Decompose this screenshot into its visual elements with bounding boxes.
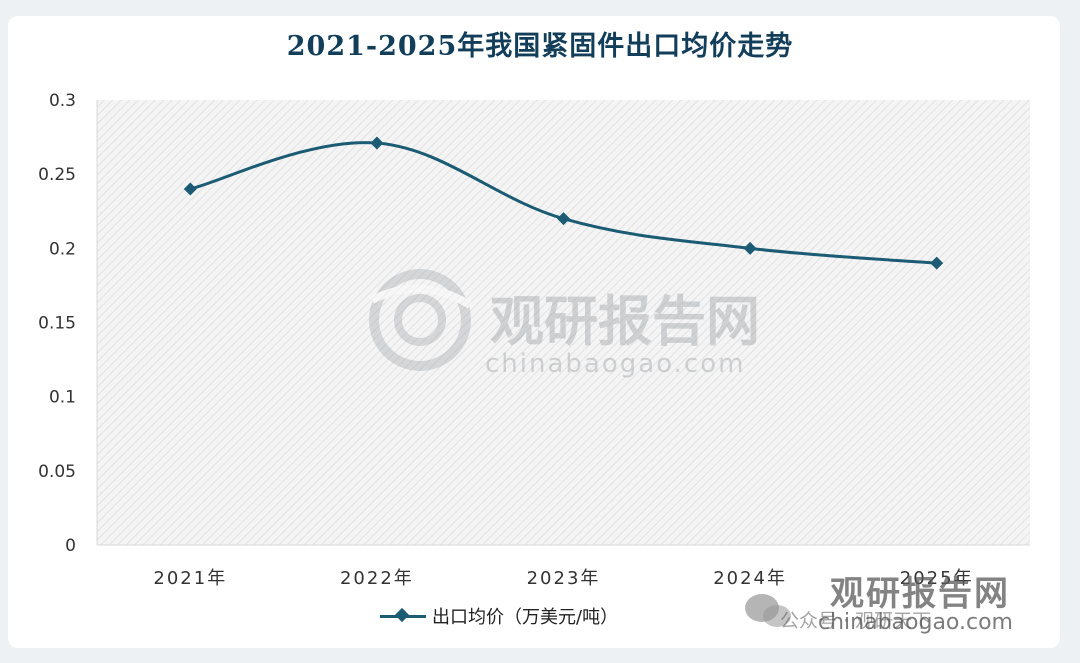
- chart-title: 2021-2025年我国紧固件出口均价走势: [286, 31, 794, 62]
- data-point-marker: [930, 256, 944, 270]
- legend-swatch-icon: [380, 606, 426, 626]
- data-point-marker: [743, 241, 757, 255]
- footer-watermark-domain: chinabaogao.com: [818, 610, 1013, 635]
- y-tick-label: 0.05: [38, 462, 76, 482]
- plot-area: [97, 100, 1030, 545]
- y-tick-labels: 0 0.05 0.1 0.15 0.2 0.25 0.3: [38, 91, 76, 556]
- data-point-marker: [557, 212, 570, 226]
- legend-label: 出口均价（万美元/吨）: [432, 607, 619, 628]
- data-point-marker: [183, 182, 197, 196]
- y-tick-label: 0.15: [38, 314, 76, 334]
- x-tick-labels: 2021年 2022年 2023年 2024年 2025年: [153, 568, 974, 589]
- footer-watermark-account: 公众号 · 观研天下: [780, 610, 932, 632]
- x-tick-label: 2021年: [153, 568, 227, 589]
- data-point-marker: [370, 136, 384, 150]
- watermark-domain: chinabaogao.com: [485, 349, 745, 379]
- legend: 出口均价（万美元/吨）: [380, 602, 618, 630]
- y-tick-label: 0.1: [49, 388, 76, 408]
- footer-watermark-brand: 观研报告网: [830, 574, 1010, 614]
- y-tick-label: 0.25: [38, 165, 76, 185]
- y-tick-label: 0.3: [49, 91, 76, 111]
- watermark-logo-icon: [369, 269, 473, 371]
- wechat-icon: [745, 594, 791, 627]
- x-tick-label: 2022年: [340, 568, 414, 589]
- series-markers: [183, 136, 944, 270]
- x-tick-label: 2025年: [900, 568, 974, 589]
- center-watermark: 观研报告网 chinabaogao.com: [369, 269, 760, 379]
- x-tick-label: 2024年: [713, 568, 787, 589]
- y-tick-label: 0: [65, 536, 76, 556]
- x-tick-label: 2023年: [527, 568, 601, 589]
- watermark-brand: 观研报告网: [490, 290, 760, 353]
- y-tick-label: 0.2: [49, 239, 76, 259]
